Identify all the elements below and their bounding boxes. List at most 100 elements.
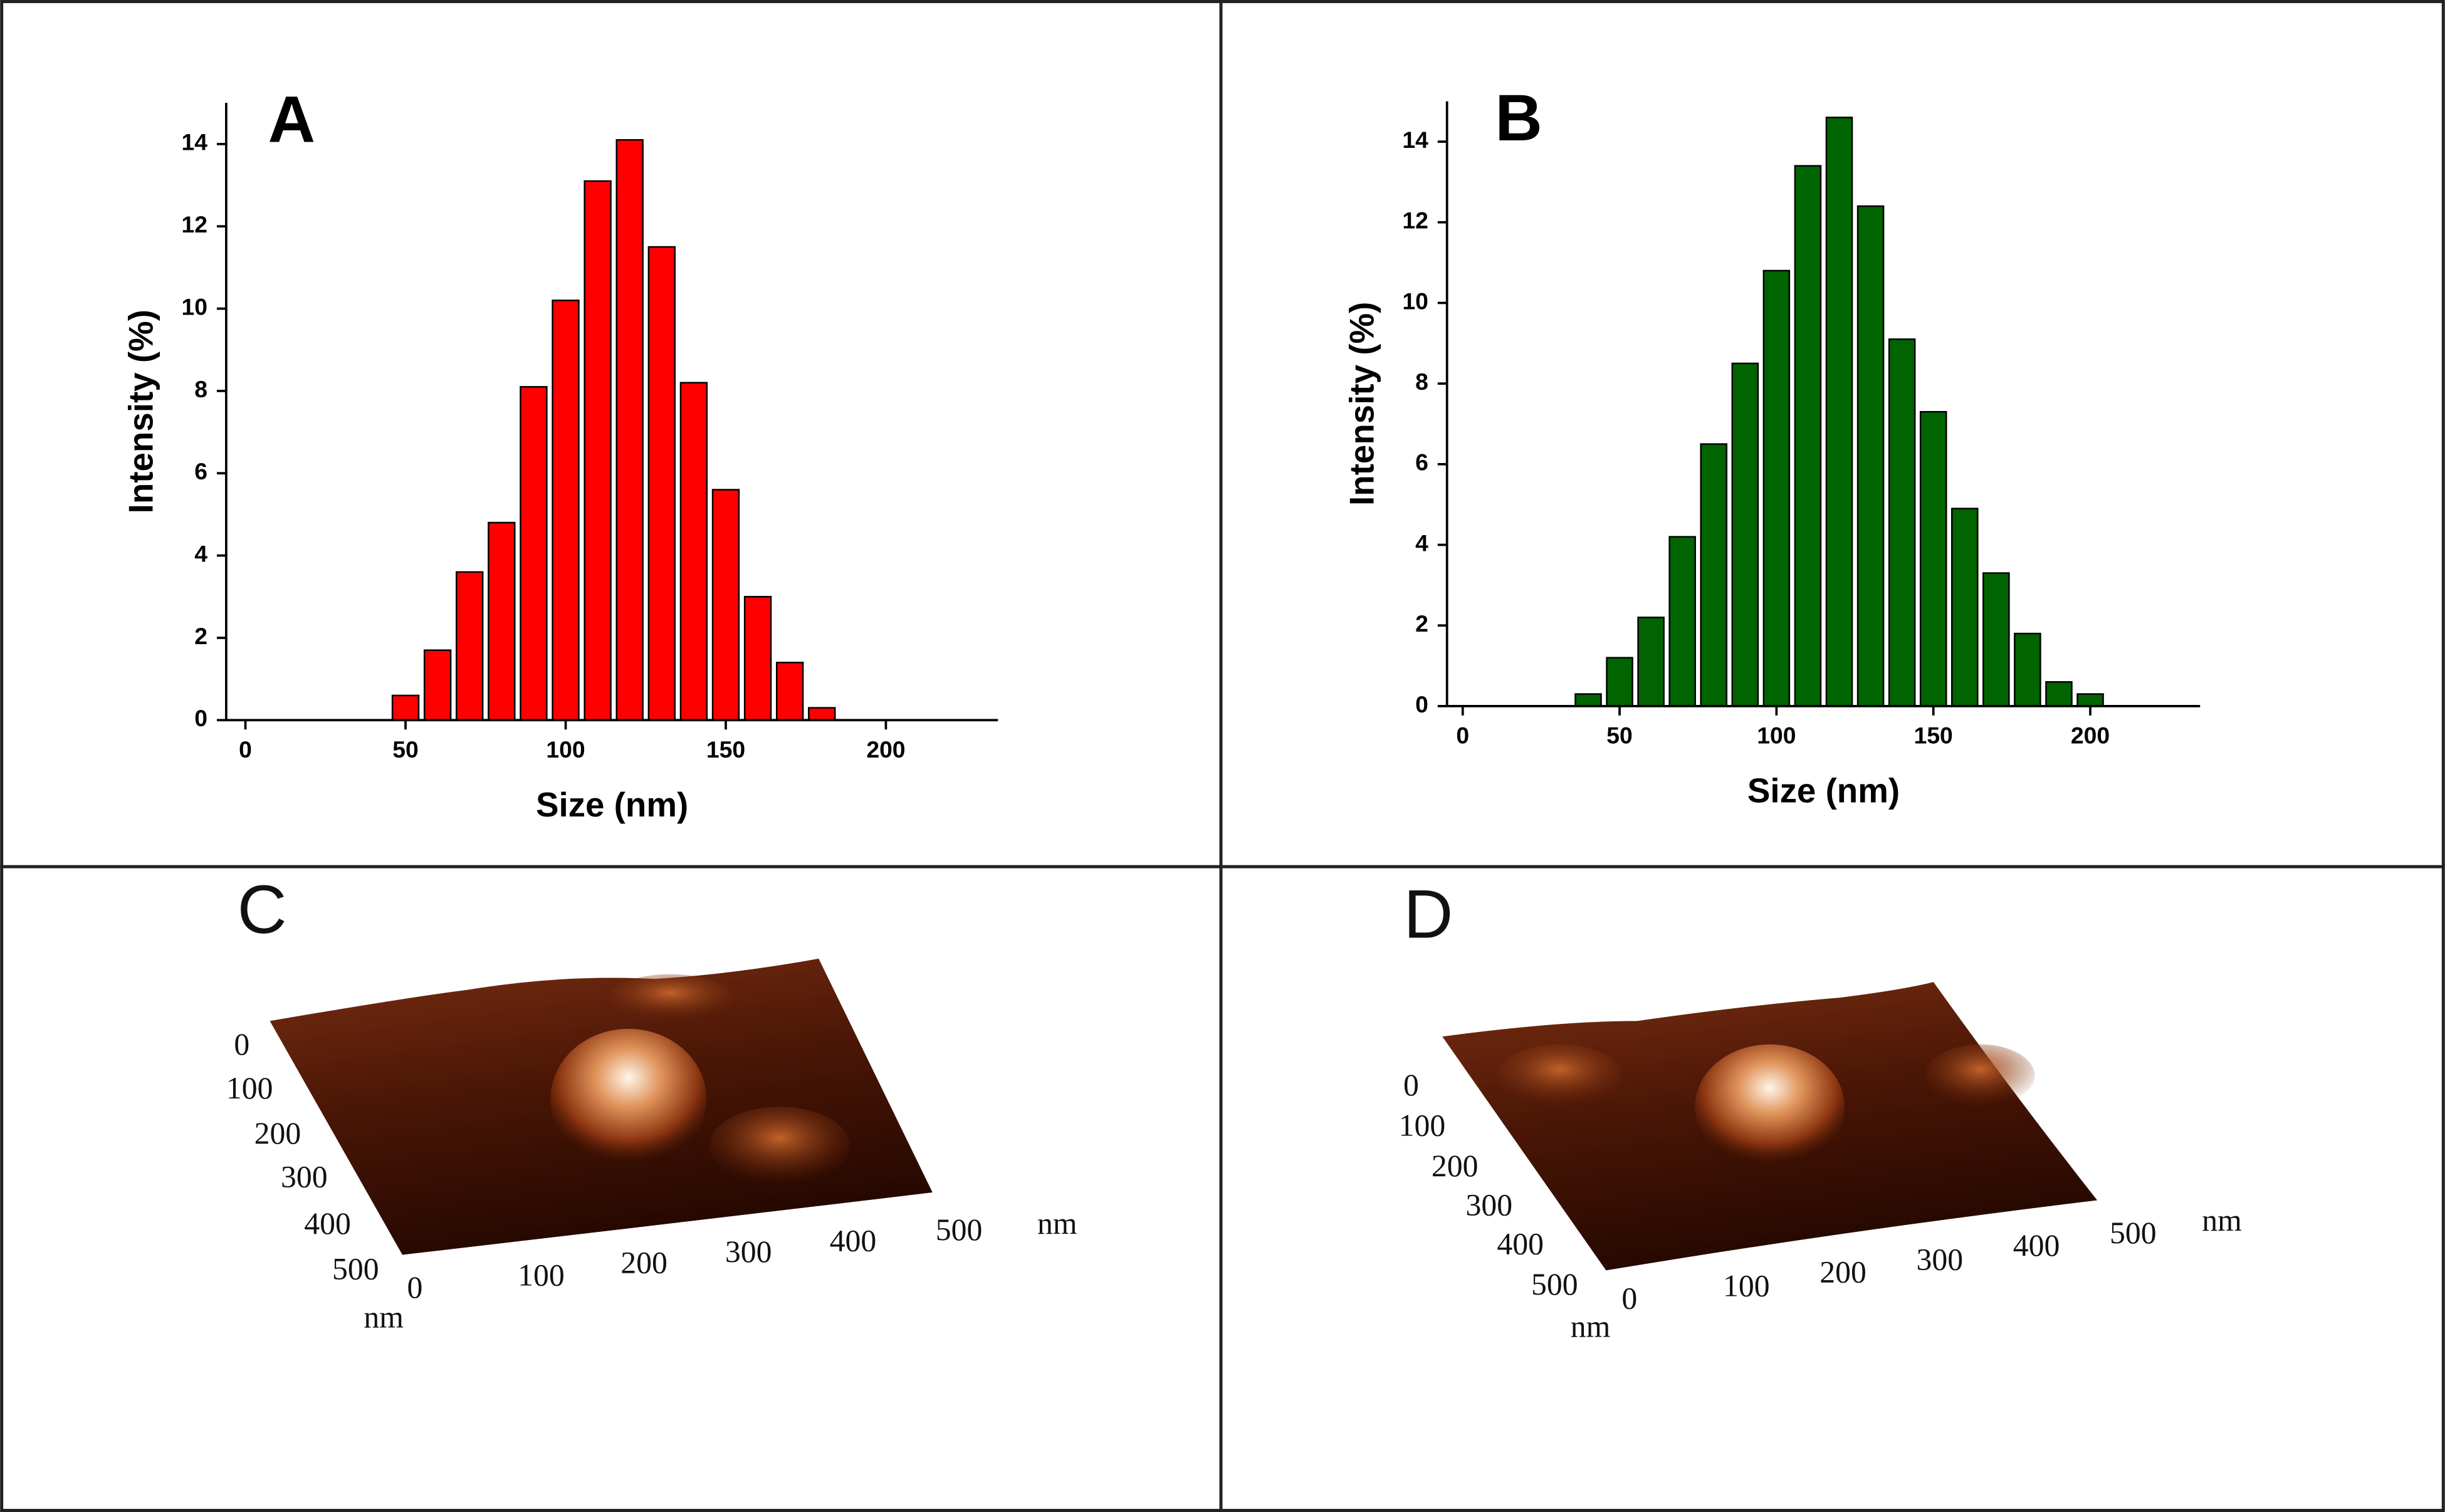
x-tick-label: 50: [392, 736, 419, 763]
bar: [1794, 165, 1822, 707]
charts: 0 2 4 6 8 10 12 14 0 50 100 150 200 Size (nm) Intensit…: [122, 81, 2201, 824]
bar: [520, 386, 548, 721]
x-tick-label: 100: [1757, 722, 1796, 749]
y-tick-label: 0: [1415, 691, 1428, 717]
y-axis-label: Intensity (%): [1342, 302, 1381, 506]
bar: [584, 180, 612, 721]
bar: [2014, 632, 2041, 707]
bar: [488, 521, 516, 721]
bar: [1982, 572, 2010, 707]
peak: [550, 1028, 707, 1169]
bar: [552, 300, 580, 721]
y-tick-label: 0: [194, 705, 207, 731]
bar: [647, 246, 676, 721]
bar: [1700, 443, 1728, 707]
bar: [679, 382, 708, 721]
bar: [423, 649, 452, 721]
y-tick-label: 0: [234, 1027, 249, 1061]
bar: [1637, 617, 1665, 707]
bar: [1668, 536, 1696, 707]
y-tick-label: 100: [226, 1071, 273, 1105]
hill: [1925, 1044, 2035, 1107]
bar: [775, 662, 804, 721]
panel-label: A: [268, 83, 315, 157]
x-tick-label: 500: [936, 1212, 983, 1247]
x-tick-label: 150: [706, 736, 745, 763]
bar: [2045, 681, 2073, 707]
bar: [391, 694, 420, 721]
y-tick-label: 14: [1402, 127, 1428, 153]
x-tick-label: 300: [725, 1234, 772, 1269]
y-tick-label: 200: [254, 1116, 301, 1150]
panel-label: B: [1495, 81, 1542, 155]
x-tick-label: 0: [1456, 722, 1469, 749]
y-tick-label: 500: [1531, 1267, 1578, 1301]
y-tick-label: 12: [1402, 207, 1428, 234]
x-tick-label: 0: [407, 1270, 422, 1305]
x-tick-label: 300: [1916, 1242, 1963, 1276]
y-unit: nm: [364, 1300, 404, 1334]
bar: [808, 707, 836, 721]
y-tick-label: 14: [182, 129, 208, 155]
bar: [711, 489, 740, 721]
bar: [1762, 269, 1791, 707]
x-tick-label: 400: [830, 1224, 877, 1258]
x-axis-label: Size (nm): [536, 785, 688, 824]
afm-c: C: [238, 872, 933, 1255]
x-tick-label: 200: [1819, 1254, 1866, 1289]
y-tick-label: 2: [194, 623, 207, 649]
x-tick-label: 50: [1606, 722, 1633, 749]
y-tick-label: 2: [1415, 610, 1428, 637]
bar: [615, 139, 644, 721]
y-tick-label: 200: [1432, 1149, 1479, 1183]
y-tick-label: 4: [194, 540, 207, 566]
y-tick-label: 6: [194, 458, 207, 484]
bar: [1731, 362, 1759, 707]
x-tick-label: 100: [546, 736, 585, 763]
peak: [1695, 1044, 1845, 1169]
x-tick-label: 200: [866, 736, 905, 763]
y-axis-label: Intensity (%): [122, 310, 160, 513]
x-tick-label: 100: [518, 1258, 565, 1292]
y-tick-label: 8: [1415, 368, 1428, 395]
bar: [2076, 693, 2104, 707]
bar: [456, 571, 484, 721]
x-tick-label: 150: [1914, 722, 1953, 749]
y-tick-label: 4: [1415, 529, 1428, 556]
panel-label: C: [238, 872, 287, 948]
y-tick-label: 10: [182, 293, 208, 320]
x-unit: nm: [1037, 1206, 1077, 1241]
afm-d: D: [1403, 877, 2098, 1271]
x-tick-label: 100: [1723, 1269, 1770, 1303]
x-tick-label: 200: [620, 1245, 668, 1280]
bar: [1825, 117, 1853, 707]
panel-label: D: [1403, 877, 1453, 953]
x-tick-label: 500: [2110, 1216, 2157, 1250]
y-unit: nm: [1571, 1309, 1611, 1343]
x-tick-label: 200: [2071, 722, 2110, 749]
bar: [743, 596, 772, 721]
bar: [1574, 693, 1602, 707]
y-tick-label: 300: [1466, 1187, 1513, 1222]
x-tick-label: 400: [2013, 1228, 2060, 1263]
y-tick-label: 400: [1497, 1227, 1544, 1261]
bar: [1950, 508, 1979, 707]
x-axis-label: Size (nm): [1747, 771, 1900, 810]
y-tick-label: 300: [281, 1160, 328, 1194]
hill: [709, 1107, 850, 1185]
y-tick-label: 8: [194, 376, 207, 402]
bar: [1856, 205, 1885, 707]
y-tick-label: 500: [332, 1251, 379, 1286]
hill: [608, 974, 733, 1021]
y-tick-label: 400: [304, 1206, 351, 1241]
bar: [1606, 657, 1633, 707]
y-tick-label: 12: [182, 211, 208, 237]
y-tick-label: 0: [1403, 1068, 1419, 1102]
x-tick-label: 0: [1621, 1281, 1637, 1316]
bar: [1919, 410, 1947, 707]
y-tick-label: 100: [1399, 1108, 1446, 1142]
x-unit: nm: [2202, 1203, 2242, 1238]
y-tick-label: 6: [1415, 449, 1428, 476]
